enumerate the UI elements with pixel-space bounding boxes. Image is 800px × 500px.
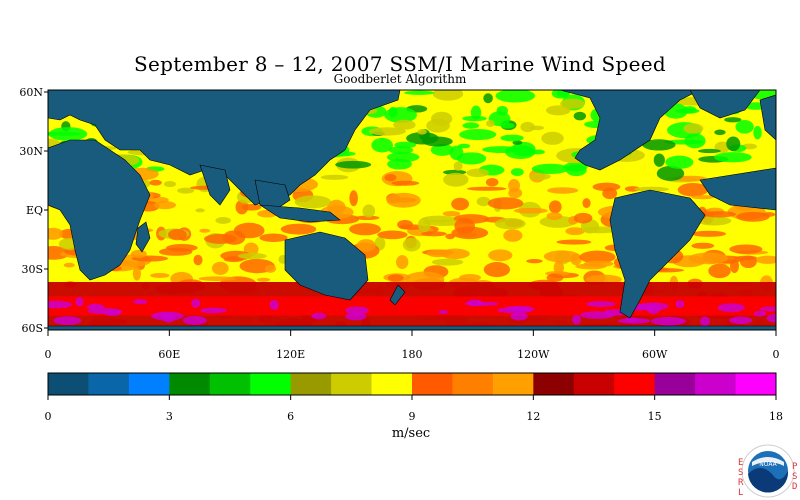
map-subtitle: Goodberlet Algorithm: [333, 72, 467, 86]
latitude-axis: 60N 30N EQ 30S 60S: [19, 86, 48, 335]
lat-tick-label: 30N: [19, 145, 43, 158]
colorbar-unit-label: m/sec: [392, 426, 430, 441]
landmasses: [48, 90, 776, 330]
lat-tick-label: 30S: [21, 263, 43, 276]
colorbar-swatch: [209, 373, 251, 395]
land-south-america: [609, 189, 706, 319]
colorbar-tick-label: 0: [45, 410, 52, 423]
land-north-america: [420, 90, 701, 171]
lon-tick-label: 120E: [276, 348, 305, 361]
colorbar-tick-label: 18: [769, 410, 783, 423]
lon-tick-label: 60E: [158, 348, 180, 361]
land-australia: [284, 231, 369, 301]
colorbar-swatch: [88, 373, 130, 395]
noaa-badge-text: NOAA: [759, 461, 777, 468]
colorbar-swatch: [654, 373, 696, 395]
lon-tick-label: 0: [45, 348, 52, 361]
logo-letter: P: [792, 462, 798, 472]
logo-letter: E: [738, 458, 744, 468]
land-africa: [48, 139, 151, 281]
land-africa-east-edge: [699, 167, 776, 211]
colorbar-swatch: [492, 373, 534, 395]
colorbar-swatch: [48, 373, 89, 395]
esrl-letters: E S R L: [738, 458, 743, 498]
colorbar-swatch: [695, 373, 737, 395]
logo-letter: S: [738, 468, 744, 478]
colorbar-swatch: [573, 373, 615, 395]
noaa-logo: NOAA: [741, 444, 795, 498]
colorbar-swatch: [371, 373, 413, 395]
lon-tick-label: 60W: [642, 348, 668, 361]
lon-tick-label: 180: [402, 348, 423, 361]
land-antarctica-edge: [48, 325, 776, 330]
colorbar-swatch: [250, 373, 292, 395]
land-greenland: [689, 90, 761, 119]
colorbar-swatch: [452, 373, 494, 395]
colorbar-tick-label: 9: [409, 410, 416, 423]
lon-tick-label: 120W: [517, 348, 550, 361]
colorbar-swatch: [614, 373, 656, 395]
land-europe-west: [759, 94, 776, 141]
logo-letter: D: [792, 482, 798, 492]
colorbar-swatch: [169, 373, 211, 395]
land-madagascar: [135, 221, 151, 253]
lat-tick-label: EQ: [26, 204, 43, 217]
colorbar-tick-label: 12: [526, 410, 540, 423]
colorbar-tick-label: 3: [166, 410, 173, 423]
lon-tick-label: 0: [773, 348, 780, 361]
colorbar-tick-label: 6: [287, 410, 294, 423]
colorbar-swatch: [128, 373, 170, 395]
colorbar-tick-label: 15: [648, 410, 662, 423]
logo-letter: S: [792, 472, 798, 482]
land-india: [199, 164, 231, 206]
lat-tick-label: 60N: [19, 86, 43, 99]
colorbar-swatch: [533, 373, 575, 395]
colorbar: 0 3 6 9 12 15 18: [45, 372, 783, 423]
land-new-zealand: [389, 284, 406, 306]
logo-letter: L: [738, 488, 744, 498]
lat-tick-label: 60S: [21, 322, 43, 335]
colorbar-swatch: [290, 373, 332, 395]
psd-letters: P S D: [792, 462, 797, 492]
land-southeast-asia: [254, 179, 291, 211]
colorbar-swatch: [412, 373, 453, 395]
longitude-axis: 0 60E 120E 180 120W 60W 0: [45, 330, 780, 361]
logo-letter: R: [738, 478, 744, 488]
colorbar-swatch: [735, 373, 777, 395]
map-area: [47, 89, 777, 331]
map-title: September 8 – 12, 2007 SSM/I Marine Wind…: [134, 52, 666, 76]
land-indonesia: [259, 204, 341, 223]
colorbar-swatch: [331, 373, 373, 395]
